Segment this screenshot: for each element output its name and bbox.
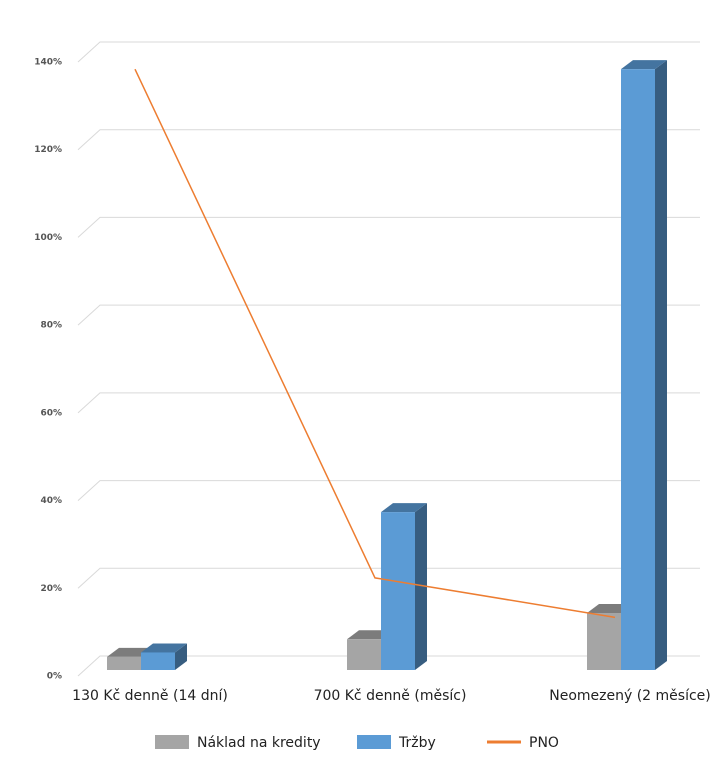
bar [621, 69, 655, 670]
bar-top [381, 503, 427, 513]
y-tick-label: 100% [34, 233, 62, 243]
grid-line [77, 655, 700, 677]
y-tick-label: 60% [40, 408, 62, 418]
bar [381, 512, 415, 670]
grid-line [77, 567, 700, 589]
y-tick-label: 40% [40, 496, 62, 506]
legend-label: Tržby [398, 735, 436, 751]
grid-line [77, 480, 700, 501]
legend-swatch [155, 735, 189, 749]
bar-top [621, 60, 667, 70]
y-tick-label: 20% [40, 584, 62, 594]
grid-line [77, 129, 700, 151]
grid-line [77, 392, 700, 414]
y-tick-label: 80% [40, 321, 62, 331]
bar-side [175, 643, 187, 670]
grid-line [77, 304, 700, 326]
line [134, 68, 616, 619]
legend-label: Náklad na kredity [197, 735, 321, 751]
legend-label: PNO [529, 735, 559, 751]
bar [141, 652, 175, 670]
x-tick-label: 700 Kč denně (měsíc) [314, 688, 467, 704]
bar [587, 612, 621, 670]
grid-line [77, 216, 700, 238]
bar [107, 656, 141, 670]
x-tick-label: Neomezený (2 měsíce) [549, 688, 711, 704]
legend-swatch [357, 735, 391, 749]
grid-line [77, 41, 700, 63]
y-tick-label: 120% [34, 145, 62, 155]
bar-side [655, 60, 667, 670]
y-tick-label: 140% [34, 58, 62, 68]
bar [347, 639, 381, 670]
bar-top [141, 643, 187, 653]
x-tick-label: 130 Kč denně (14 dní) [72, 688, 228, 704]
y-tick-label: 0% [47, 672, 62, 682]
bar-side [415, 503, 427, 670]
